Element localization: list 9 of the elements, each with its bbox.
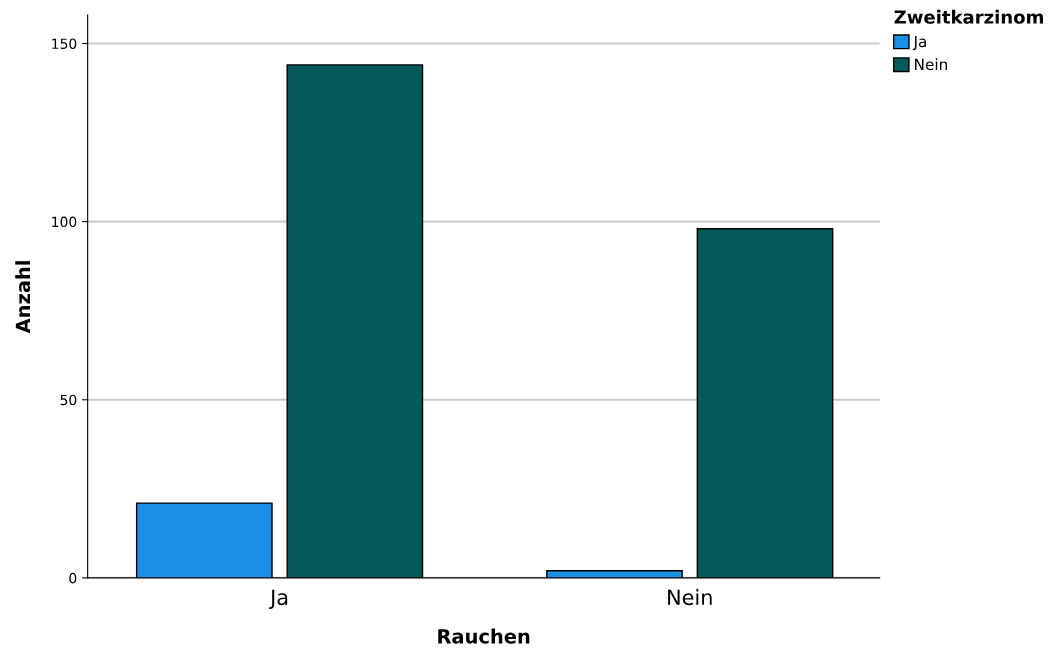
legend-label: Ja [912,35,927,51]
y-tick-label: 100 [52,216,77,228]
y-tick-label: 150 [52,38,77,49]
legend-title: Zweitkarzinom [894,9,1043,24]
y-axis-title: Anzahl [15,261,31,334]
y-tick-label: 0 [69,572,77,584]
legend-label: Nein [915,58,947,71]
y-tick-label: 50 [60,394,77,406]
x-axis-title: Rauchen [438,628,530,644]
